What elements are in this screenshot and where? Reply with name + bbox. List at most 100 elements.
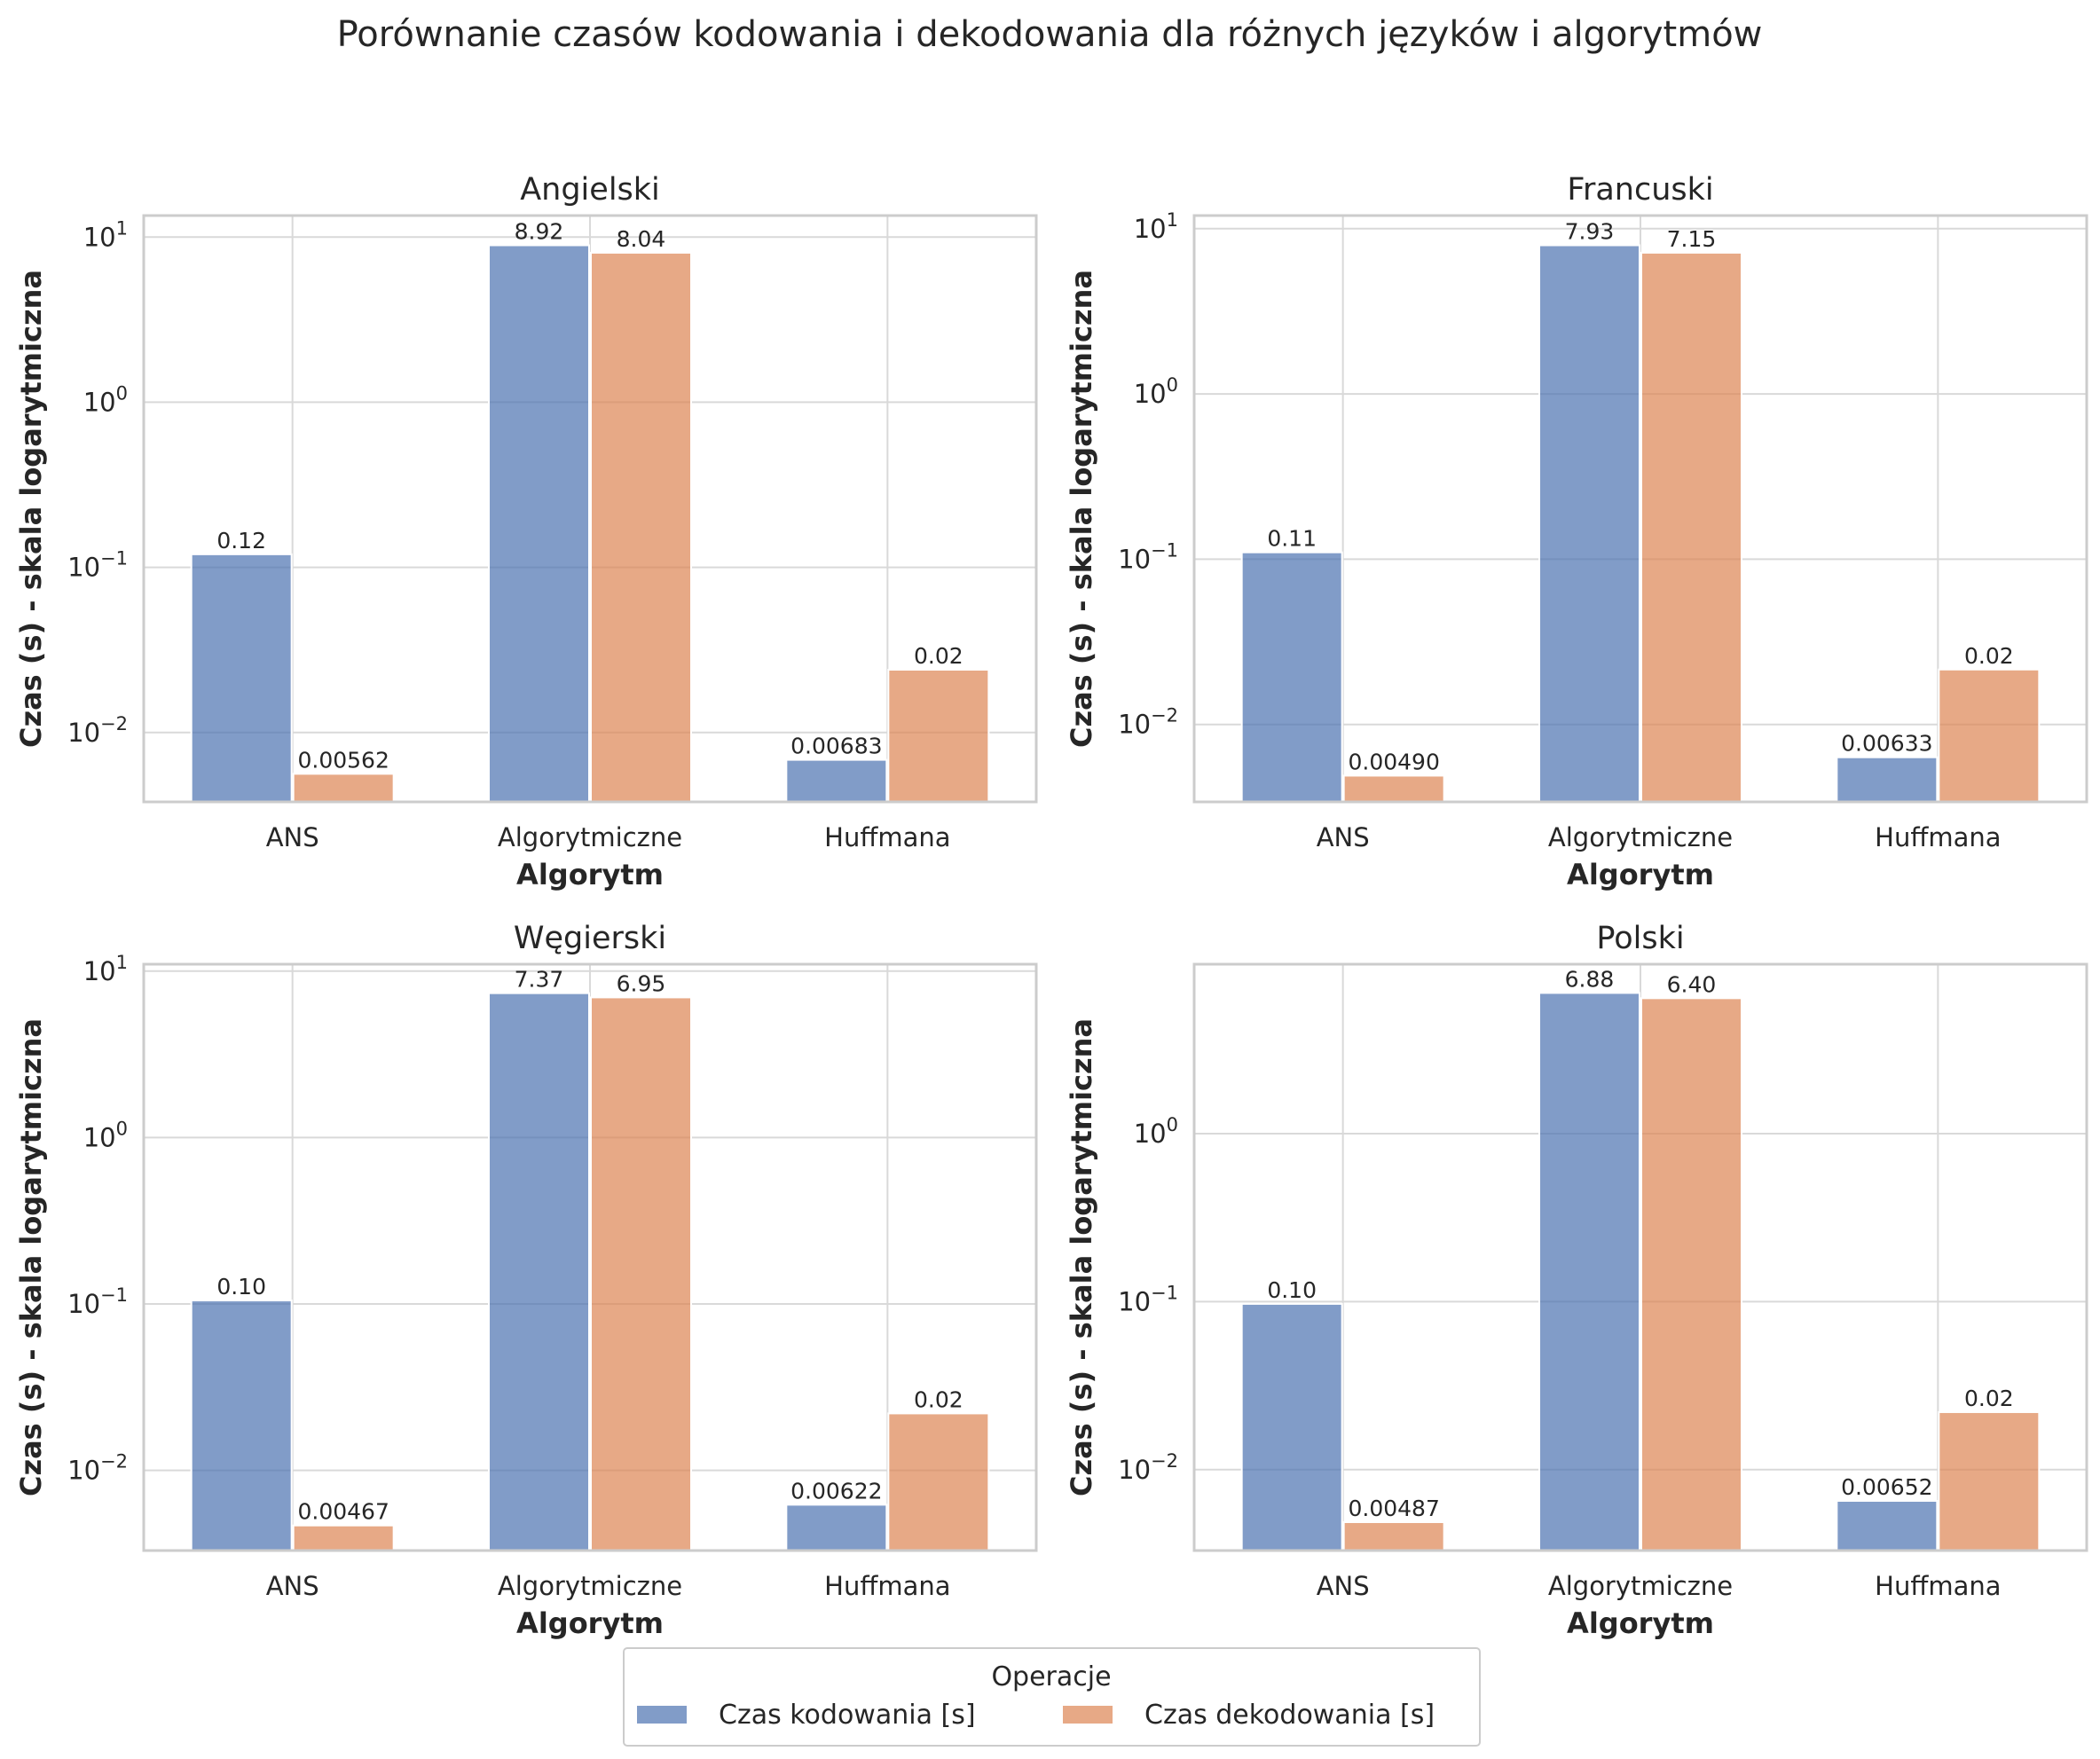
bar-encode — [488, 992, 590, 1551]
legend-label-decode: Czas dekodowania [s] — [1144, 1700, 1435, 1731]
subplots: 10−2 10−1 100 101 0.12 8.92 0.00683 0.00562 8.04… — [14, 172, 2088, 1640]
bar-decode — [1342, 774, 1445, 803]
bar-encode — [1240, 551, 1343, 803]
data-label: 7.15 — [1667, 226, 1717, 252]
data-label: 6.40 — [1667, 971, 1717, 997]
y-axis-label: Czas (s) - skala logarytmiczna — [14, 1018, 48, 1496]
subplot-title: Francuski — [1567, 172, 1713, 208]
data-label: 0.02 — [914, 1386, 963, 1412]
bar-encode — [785, 758, 888, 803]
subplot-0: 10−2 10−1 100 101 0.12 8.92 0.00683 0.00562 8.04… — [14, 172, 1038, 891]
bar-decode — [1938, 668, 2041, 804]
data-label: 7.37 — [515, 967, 564, 993]
plot-frame — [1192, 962, 2088, 1552]
bar-decode — [590, 996, 692, 1551]
legend-frame — [623, 1647, 1481, 1747]
y-tick-label: 100 — [83, 382, 128, 417]
data-label: 7.93 — [1565, 219, 1615, 245]
y-tick-label: 10−2 — [67, 713, 128, 748]
y-tick-label: 100 — [1134, 374, 1178, 409]
y-tick-label: 100 — [83, 1118, 128, 1152]
bar-decode — [887, 668, 990, 803]
x-tick-label: Algorytmiczne — [498, 1571, 682, 1601]
data-label: 0.00467 — [297, 1499, 389, 1525]
y-tick-label: 10−2 — [1118, 1450, 1178, 1485]
x-axis-label: Algorytm — [516, 858, 664, 891]
legend-swatch-decode — [1063, 1706, 1113, 1724]
x-axis-label: Algorytm — [1567, 1606, 1714, 1640]
bar-decode — [292, 773, 395, 803]
data-label: 0.11 — [1267, 526, 1317, 552]
data-label: 0.00490 — [1348, 749, 1439, 774]
data-label: 0.00562 — [297, 747, 389, 773]
bar-decode — [292, 1524, 395, 1551]
bar-encode — [190, 1300, 293, 1551]
bar-encode — [488, 244, 590, 803]
data-label: 8.04 — [617, 226, 666, 252]
x-axis-label: Algorytm — [516, 1606, 664, 1640]
data-label: 0.00487 — [1348, 1496, 1439, 1521]
data-label: 6.88 — [1565, 966, 1615, 992]
x-axis-label: Algorytm — [1567, 858, 1714, 891]
y-tick-label: 10−2 — [1118, 705, 1178, 740]
data-label: 6.95 — [617, 970, 666, 996]
bar-encode — [1240, 1302, 1343, 1552]
x-tick-label: ANS — [266, 822, 319, 852]
bar-encode — [785, 1504, 888, 1552]
bar-decode — [1640, 251, 1742, 803]
subplot-title: Polski — [1596, 921, 1684, 956]
data-label: 0.00652 — [1841, 1474, 1932, 1500]
bar-decode — [1938, 1410, 2041, 1551]
bar-encode — [1538, 244, 1640, 803]
y-tick-label: 100 — [1134, 1114, 1178, 1149]
data-label: 0.02 — [1964, 1386, 2014, 1411]
data-label: 0.02 — [914, 643, 963, 669]
y-tick-label: 10−1 — [67, 548, 128, 583]
subplot-title: Węgierski — [514, 921, 666, 956]
bar-decode — [1342, 1520, 1445, 1551]
legend: Operacje Czas kodowania [s] Czas dekodow… — [623, 1647, 1481, 1747]
legend-label-encode: Czas kodowania [s] — [719, 1700, 976, 1731]
bar-encode — [190, 553, 293, 803]
y-axis-label: Czas (s) - skala logarytmiczna — [1065, 270, 1098, 748]
y-axis-label: Czas (s) - skala logarytmiczna — [14, 270, 48, 748]
data-label: 8.92 — [515, 219, 564, 245]
x-tick-label: ANS — [1317, 1571, 1370, 1601]
x-tick-label: Algorytmiczne — [1548, 822, 1733, 852]
bar-decode — [887, 1412, 990, 1551]
y-tick-label: 101 — [1134, 209, 1178, 244]
bar-encode — [1836, 756, 1939, 803]
x-tick-label: Huffmana — [1875, 1571, 2001, 1601]
subplot-2: 10−2 10−1 100 101 0.10 7.37 0.00622 0.00467 6.95… — [14, 921, 1038, 1640]
plot-frame — [142, 214, 1038, 804]
y-tick-label: 10−1 — [1118, 1282, 1178, 1316]
data-label: 0.00622 — [790, 1478, 882, 1504]
bar-decode — [590, 251, 692, 803]
y-axis-label: Czas (s) - skala logarytmiczna — [1065, 1018, 1098, 1496]
x-tick-label: Algorytmiczne — [498, 822, 682, 852]
data-label: 0.10 — [216, 1274, 266, 1300]
data-label: 0.02 — [1964, 643, 2014, 669]
legend-title: Operacje — [991, 1661, 1111, 1692]
y-tick-label: 10−2 — [67, 1451, 128, 1486]
y-tick-label: 101 — [83, 217, 128, 252]
figure-title: Porównanie czasów kodowania i dekodowani… — [337, 14, 1763, 55]
data-label: 0.00633 — [1841, 731, 1932, 757]
y-tick-label: 10−1 — [67, 1284, 128, 1319]
x-tick-label: Huffmana — [824, 822, 950, 852]
y-tick-label: 10−1 — [1118, 539, 1178, 574]
subplot-1: 10−2 10−1 100 101 0.11 7.93 0.00633 0.00490 7.15… — [1065, 172, 2088, 891]
bar-encode — [1538, 992, 1640, 1551]
plot-frame — [1192, 214, 2088, 804]
subplot-3: 10−2 10−1 100 0.10 6.88 0.00652 0.00487 6.40 0.0… — [1065, 921, 2088, 1640]
legend-swatch-encode — [637, 1706, 687, 1724]
data-label: 0.00683 — [790, 734, 882, 759]
bar-decode — [1640, 997, 1742, 1551]
subplot-title: Angielski — [520, 172, 660, 208]
x-tick-label: Algorytmiczne — [1548, 1571, 1733, 1601]
data-label: 0.12 — [216, 528, 266, 554]
x-tick-label: Huffmana — [824, 1571, 950, 1601]
x-tick-label: Huffmana — [1875, 822, 2001, 852]
bar-encode — [1836, 1499, 1939, 1552]
